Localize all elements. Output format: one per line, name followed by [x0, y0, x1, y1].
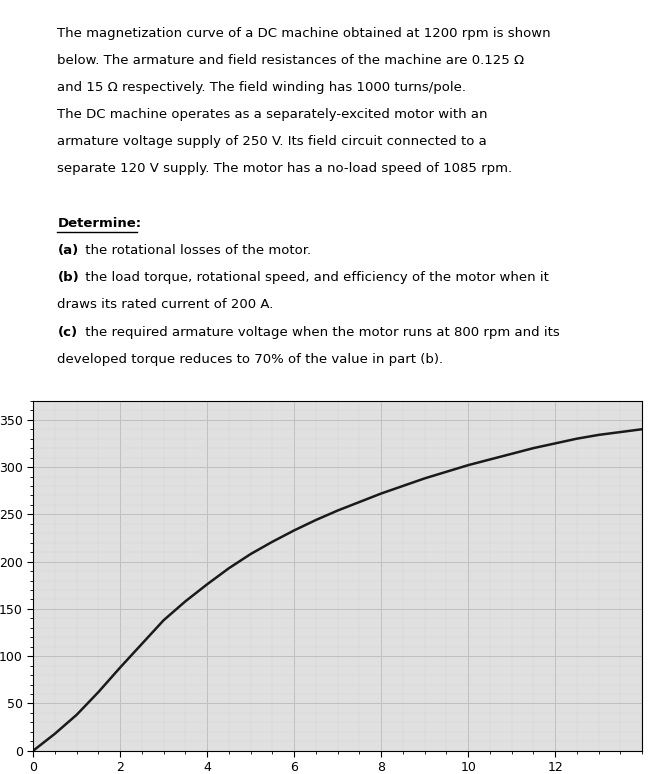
Text: (a): (a) — [58, 244, 79, 257]
Text: below. The armature and field resistances of the machine are 0.125 Ω: below. The armature and field resistance… — [58, 53, 524, 67]
Text: armature voltage supply of 250 V. Its field circuit connected to a: armature voltage supply of 250 V. Its fi… — [58, 135, 487, 149]
Text: developed torque reduces to 70% of the value in part (b).: developed torque reduces to 70% of the v… — [58, 353, 444, 366]
Text: and 15 Ω respectively. The field winding has 1000 turns/pole.: and 15 Ω respectively. The field winding… — [58, 80, 467, 94]
Text: draws its rated current of 200 A.: draws its rated current of 200 A. — [58, 299, 274, 311]
Text: separate 120 V supply. The motor has a no-load speed of 1085 rpm.: separate 120 V supply. The motor has a n… — [58, 163, 512, 176]
Text: The magnetization curve of a DC machine obtained at 1200 rpm is shown: The magnetization curve of a DC machine … — [58, 26, 551, 39]
Text: the rotational losses of the motor.: the rotational losses of the motor. — [81, 244, 311, 257]
Text: The DC machine operates as a separately-excited motor with an: The DC machine operates as a separately-… — [58, 108, 488, 121]
Text: the load torque, rotational speed, and efficiency of the motor when it: the load torque, rotational speed, and e… — [81, 271, 549, 284]
Text: Determine:: Determine: — [58, 217, 142, 230]
Text: the required armature voltage when the motor runs at 800 rpm and its: the required armature voltage when the m… — [81, 326, 559, 338]
Text: (c): (c) — [58, 326, 77, 338]
Text: (b): (b) — [58, 271, 79, 284]
